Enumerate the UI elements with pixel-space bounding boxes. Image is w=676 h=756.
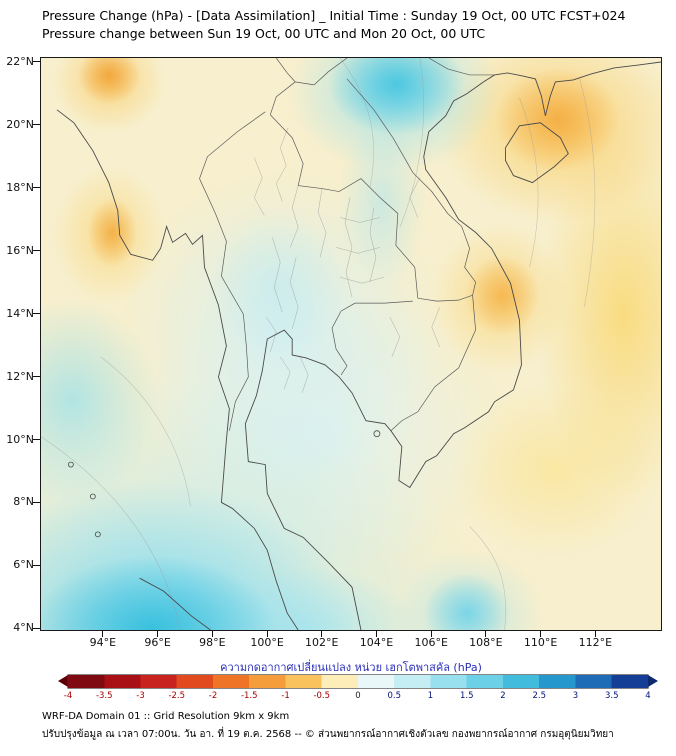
border-china-vietnam — [428, 58, 495, 76]
map-plot-area — [40, 57, 662, 631]
y-axis-tick-mark — [33, 564, 40, 566]
y-axis-tick-label: 22°N — [6, 54, 34, 68]
colorbar-left-arrow — [58, 675, 68, 687]
x-axis-tick-label: 98°E — [199, 636, 226, 649]
x-axis-tick-mark — [430, 630, 432, 637]
colorbar-tick-label: 1.5 — [459, 691, 474, 701]
figure-title-line1: Pressure Change (hPa) - [Data Assimilati… — [42, 8, 626, 23]
y-axis-tick-mark — [33, 250, 40, 252]
y-axis-tick-label: 4°N — [13, 621, 34, 635]
map-overlay-svg — [41, 58, 661, 630]
province-boundaries — [254, 127, 440, 393]
colorbar-tick-label: 3.5 — [604, 691, 619, 701]
colorbar-tick-label: -3 — [136, 691, 145, 701]
y-axis-tick-label: 14°N — [6, 306, 34, 320]
x-axis-tick-mark — [485, 630, 487, 637]
colorbar-tick-label: -1 — [281, 691, 290, 701]
colorbar-tick-label: 1 — [427, 691, 434, 701]
border-laos-vietnam — [346, 78, 476, 296]
footer-domain-info: WRF-DA Domain 01 :: Grid Resolution 9km … — [42, 711, 290, 722]
contour-lines — [41, 58, 596, 630]
colorbar-tick-label: 4 — [645, 691, 651, 701]
border-cambodia-laos — [417, 294, 473, 302]
x-axis-tick-label: 110°E — [523, 636, 558, 649]
y-axis-tick-mark — [33, 187, 40, 189]
y-axis-tick-mark — [33, 627, 40, 629]
colorbar-tick-label: 0.5 — [387, 691, 402, 701]
x-axis-tick-mark — [102, 630, 104, 637]
y-axis-tick-mark — [33, 313, 40, 315]
y-axis-tick-mark — [33, 439, 40, 441]
coastline-west-myanmar-malay — [56, 109, 299, 630]
footer-update-info: ปรับปรุงข้อมูล ณ เวลา 07:00น. วัน อา. ที… — [42, 729, 614, 740]
y-axis-tick-mark — [33, 501, 40, 503]
x-axis-tick-mark — [594, 630, 596, 637]
colorbar-gradient — [68, 675, 648, 688]
y-axis-tick-mark — [33, 376, 40, 378]
y-axis-tick-label: 16°N — [6, 243, 34, 257]
y-axis-tick-label: 20°N — [6, 117, 34, 131]
colorbar-label: ความกดอากาศเปลี่ยนแปลง หน่วย เฮกโตพาสคัล… — [220, 661, 482, 674]
colorbar — [58, 675, 658, 688]
y-axis-tick-label: 12°N — [6, 369, 34, 383]
colorbar-tick-labels: -4 -3.5 -3 -2.5 -2 -1.5 -1 -0.5 0 0.5 1 1.5 2 2.5 3 3.5… — [64, 691, 651, 702]
border-myanmar-thailand — [199, 111, 266, 431]
border-thailand-cambodia — [331, 300, 413, 376]
x-axis-tick-mark — [266, 630, 268, 637]
colorbar-tick-label: 2 — [500, 691, 506, 701]
border-myanmar-laos — [269, 81, 315, 115]
border-cambodia-vietnam — [390, 295, 476, 431]
colorbar-right-arrow — [648, 675, 658, 687]
colorbar-tick-label: -1.5 — [240, 691, 258, 701]
y-axis-tick-label: 8°N — [13, 495, 34, 509]
colorbar-tick-label: -2.5 — [168, 691, 186, 701]
colorbar-tick-label: 3 — [572, 691, 579, 701]
coastline-south-china — [494, 61, 661, 116]
y-axis-tick-mark — [33, 61, 40, 63]
x-axis-tick-label: 96°E — [144, 636, 171, 649]
x-axis-tick-mark — [211, 630, 213, 637]
colorbar-tick-label: -0.5 — [313, 691, 331, 701]
x-axis-tick-mark — [375, 630, 377, 637]
figure-title-line2: Pressure change between Sun 19 Oct, 00 U… — [42, 26, 486, 41]
border-thailand-laos-mekong — [270, 114, 419, 299]
sumatra-coast — [139, 577, 211, 630]
y-axis-tick-mark — [33, 124, 40, 126]
y-axis-tick-label: 6°N — [13, 558, 34, 572]
x-axis-tick-label: 94°E — [89, 636, 117, 649]
hainan-island — [505, 122, 569, 184]
border-china-myanmar-laos — [275, 58, 348, 86]
x-axis-tick-mark — [157, 630, 159, 637]
y-axis-tick-label: 10°N — [6, 432, 34, 446]
x-axis-tick-label: 106°E — [414, 636, 448, 649]
x-axis-tick-mark — [540, 630, 542, 637]
phu-quoc-island — [373, 430, 381, 438]
x-axis-tick-label: 112°E — [578, 636, 613, 649]
andaman-island — [68, 461, 74, 468]
x-axis-tick-label: 104°E — [359, 636, 394, 649]
coastline-gulf-indochina — [244, 74, 522, 630]
x-axis-tick-label: 100°E — [250, 636, 284, 649]
colorbar-tick-label: -2 — [208, 691, 218, 701]
colorbar-tick-label: 2.5 — [532, 691, 547, 701]
colorbar-tick-label: -3.5 — [95, 691, 113, 701]
nicobar-island — [89, 493, 96, 500]
nicobar-island — [94, 531, 101, 538]
colorbar-tick-label: 0 — [355, 691, 361, 701]
x-axis-tick-label: 102°E — [305, 636, 339, 649]
y-axis-tick-label: 18°N — [6, 180, 34, 194]
x-axis-tick-label: 108°E — [469, 636, 503, 649]
x-axis-tick-mark — [321, 630, 323, 637]
colorbar-tick-label: -4 — [63, 691, 73, 701]
